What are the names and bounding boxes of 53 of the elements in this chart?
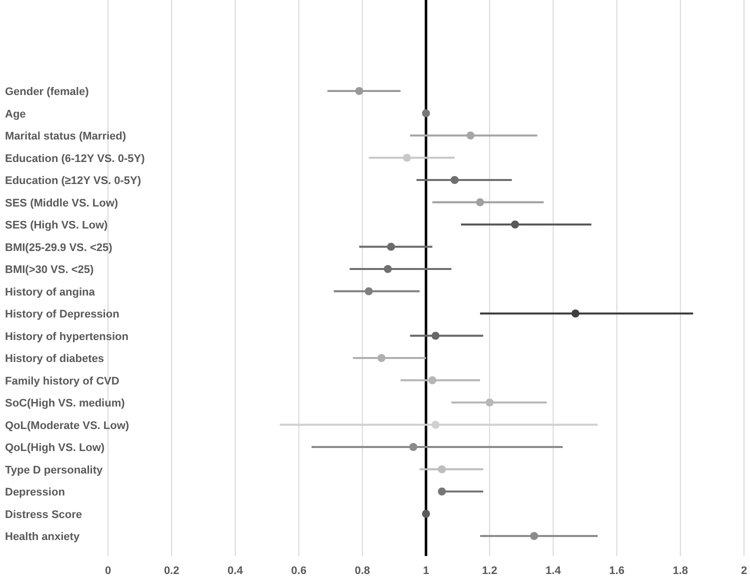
point <box>428 376 436 384</box>
y-tick-label: SES (Middle VS. Low) <box>5 197 118 210</box>
point <box>402 154 411 162</box>
point <box>384 265 392 273</box>
y-tick-label: History of angina <box>5 286 96 298</box>
point <box>530 532 538 540</box>
point <box>486 398 494 406</box>
point <box>364 287 373 296</box>
point <box>409 443 418 451</box>
x-tick-label: 0.4 <box>228 565 244 577</box>
x-tick-label: 0.8 <box>354 565 370 577</box>
y-tick-label: Distress Score <box>5 508 82 521</box>
y-tick-label: History of diabetes <box>5 353 104 365</box>
point <box>422 510 430 518</box>
x-tick-label: 0.6 <box>291 565 306 577</box>
y-tick-label: Type D personality <box>5 464 104 476</box>
x-tick-label: 1.4 <box>546 565 562 577</box>
y-tick-label: QoL(Moderate VS. Low) <box>5 420 130 432</box>
point <box>387 242 396 251</box>
point <box>432 332 440 340</box>
x-tick-label: 2 <box>740 565 748 577</box>
y-tick-label: Depression <box>5 486 66 498</box>
y-tick-label: BMI(25-29.9 VS. <25) <box>5 242 113 254</box>
point <box>450 176 459 184</box>
point <box>511 220 520 228</box>
point <box>571 310 580 318</box>
point <box>438 465 446 474</box>
y-tick-label: History of Depression <box>5 308 120 320</box>
point <box>432 420 440 429</box>
point <box>422 109 430 118</box>
y-tick-label: Education (6-12Y VS. 0-5Y) <box>5 152 146 165</box>
point <box>355 87 364 95</box>
y-tick-label: Age <box>5 108 26 120</box>
y-tick-label: Education (≥12Y VS. 0-5Y) <box>5 175 142 187</box>
x-tick-label: 1.8 <box>672 565 688 577</box>
x-tick-label: 1.2 <box>482 565 498 577</box>
y-tick-label: QoL(High VS. Low) <box>5 442 105 454</box>
y-tick-label: SoC(High VS. medium) <box>5 398 126 410</box>
point <box>476 198 484 206</box>
y-tick-label: SES (High VS. Low) <box>5 220 108 232</box>
y-tick-label: BMI(>30 VS. <25) <box>5 264 94 276</box>
x-tick-label: 1 <box>422 565 430 577</box>
y-tick-label: Family history of CVD <box>5 375 120 388</box>
x-tick-label: 1.6 <box>609 565 624 577</box>
y-tick-label: History of hypertension <box>5 330 129 343</box>
x-tick-label: 0 <box>104 565 112 577</box>
y-tick-label: Health anxiety <box>5 531 80 543</box>
y-tick-label: Marital status (Married) <box>5 130 126 142</box>
point <box>377 354 386 362</box>
point <box>466 132 475 140</box>
x-tick-label: 0.2 <box>164 565 180 577</box>
y-tick-label: Gender (female) <box>5 86 90 98</box>
point <box>438 488 446 496</box>
